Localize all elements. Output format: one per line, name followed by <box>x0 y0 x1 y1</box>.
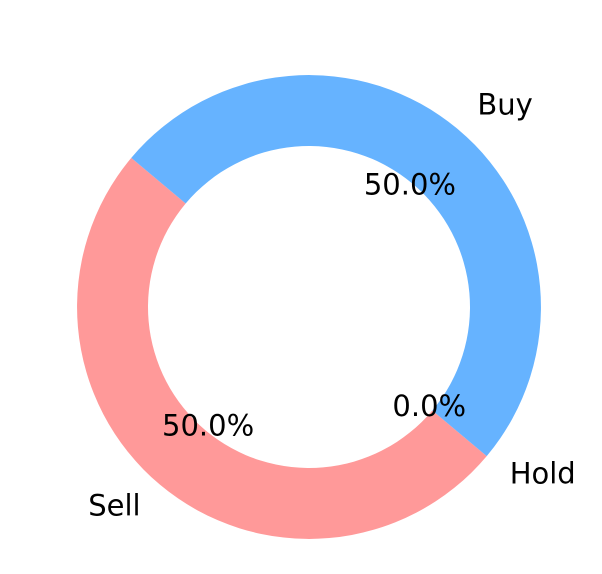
percent-label-sell: 50.0% <box>162 408 254 442</box>
slices-group <box>77 75 541 539</box>
slice-buy <box>131 75 541 457</box>
percent-label-buy: 50.0% <box>364 168 456 202</box>
category-label-sell: Sell <box>88 489 140 523</box>
category-label-buy: Buy <box>477 87 532 121</box>
percent-label-hold: 0.0% <box>392 389 466 423</box>
slice-sell <box>77 157 487 539</box>
category-label-hold: Hold <box>510 456 576 490</box>
labels-group: Sell 50.0% Hold 0.0% Buy 50.0% <box>88 87 576 522</box>
